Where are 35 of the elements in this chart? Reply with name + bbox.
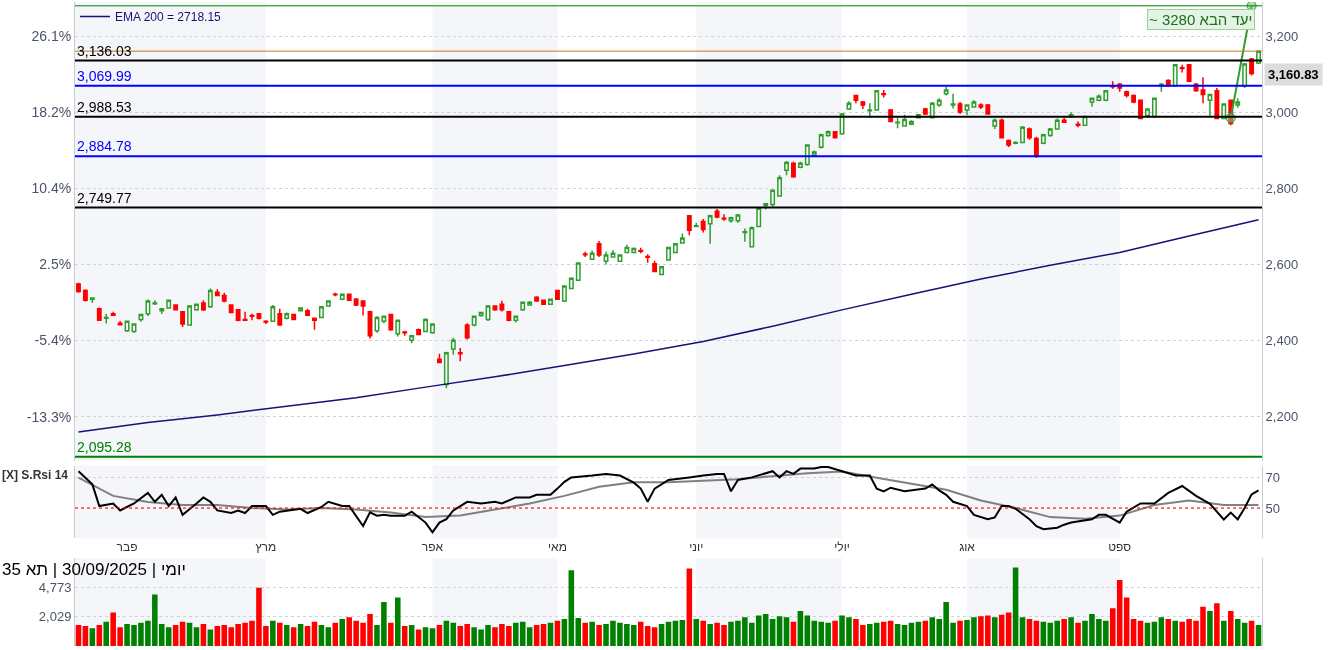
y2-tick-label: 10.4% (31, 179, 72, 196)
ref-line-label: 3,069.99 (77, 68, 132, 84)
x-tick-label: פבר (116, 540, 138, 555)
x-tick-label: אפר (421, 540, 444, 555)
x-tick-label: מרץ (255, 540, 277, 555)
y2-tick-label: 2.5% (39, 256, 72, 273)
ref-line-label: 2,749.77 (77, 190, 132, 206)
annotation: ~ יעד הבא 3280 (1149, 11, 1253, 28)
y-tick-label: 2,800 (1265, 181, 1299, 197)
y-tick-label: 4,773 (38, 579, 72, 595)
y-tick-label: 2,200 (1265, 409, 1299, 425)
ref-line-label: 2,095.28 (77, 439, 132, 455)
ref-line-label: 2,884.78 (77, 138, 132, 154)
y2-tick-label: 26.1% (31, 28, 72, 45)
y2-tick-label: 18.2% (31, 104, 72, 121)
ref-line-label: 2,988.53 (77, 99, 132, 115)
legend-label: EMA 200 = 2718.15 (115, 10, 222, 25)
chart-title: [X] S.Rsi 14 (2, 468, 69, 482)
y-tick-label: 2,600 (1265, 257, 1299, 273)
y2-tick-label: -13.3% (26, 408, 72, 425)
y-tick-label: 3,200 (1265, 28, 1299, 44)
x-tick-label: יולי (834, 540, 850, 555)
x-tick-label: ספט (1108, 540, 1132, 555)
chart-title: יומי | 30/09/2025 | תא 35 (2, 560, 186, 579)
y-tick-label: 2,400 (1265, 333, 1299, 349)
y-tick-label: 70 (1265, 470, 1281, 486)
x-tick-label: יוני (689, 540, 704, 555)
text: 3,160.83 (1268, 67, 1319, 82)
ref-line-label: 3,136.03 (77, 43, 132, 59)
x-tick-label: מאי (547, 540, 567, 555)
y-tick-label: 50 (1265, 500, 1281, 516)
y2-tick-label: -5.4% (34, 332, 72, 349)
y-tick-label: 2,029 (38, 609, 72, 625)
x-tick-label: אוג (959, 540, 976, 555)
y-tick-label: 3,000 (1265, 104, 1299, 120)
